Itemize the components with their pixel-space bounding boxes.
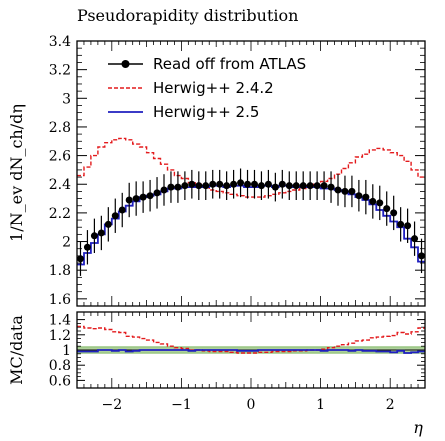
data-point xyxy=(83,243,91,251)
ratio-line-herwig-242 xyxy=(77,325,425,354)
ratio-y-tick-label: 1.2 xyxy=(49,328,71,344)
main-y-ticks: 1.6 1.8 2 2.2 2.4 2.6 2.8 3 3.2 3.4 xyxy=(49,34,425,308)
data-point xyxy=(411,235,419,243)
main-plot-frame xyxy=(76,40,426,307)
data-point xyxy=(209,180,217,188)
main-y-tick-label: 2.2 xyxy=(49,206,71,222)
x-tick-label: −1 xyxy=(171,397,192,413)
data-point xyxy=(223,182,231,190)
data-point xyxy=(278,180,286,188)
main-y-tick-label: 3.4 xyxy=(49,34,71,50)
data-point xyxy=(334,186,342,194)
data-point xyxy=(90,232,98,240)
data-point xyxy=(188,180,196,188)
data-point xyxy=(320,182,328,190)
data-point xyxy=(306,182,314,190)
y-axis-title: 1/N_ev dN_ch/dη xyxy=(7,104,26,242)
data-point xyxy=(174,183,182,191)
main-panel: 1.6 1.8 2 2.2 2.4 2.6 2.8 3 3.2 3.4 xyxy=(49,34,426,308)
data-point xyxy=(216,180,224,188)
legend-item-data: Read off from ATLAS xyxy=(108,55,306,73)
chart-title: Pseudorapidity distribution xyxy=(77,6,298,25)
data-point xyxy=(111,212,119,220)
main-series xyxy=(76,137,426,276)
x-tick-label: 1 xyxy=(316,397,325,413)
legend-item-herwig-242: Herwig++ 2.4.2 xyxy=(108,79,274,97)
data-point xyxy=(237,179,245,187)
data-point xyxy=(97,229,105,237)
data-point xyxy=(146,192,154,200)
data-point xyxy=(230,180,238,188)
data-point xyxy=(264,180,272,188)
ratio-y-tick-label: 0.8 xyxy=(49,358,71,374)
data-point xyxy=(397,220,405,228)
data-point xyxy=(369,197,377,205)
data-point xyxy=(383,205,391,213)
data-point xyxy=(257,182,265,190)
x-tick-label: −2 xyxy=(101,397,122,413)
data-point xyxy=(404,222,412,230)
main-y-tick-label: 2.6 xyxy=(49,149,71,165)
legend-item-herwig-25: Herwig++ 2.5 xyxy=(108,103,259,121)
ratio-line-herwig-25 xyxy=(77,349,425,354)
ratio-series xyxy=(77,325,425,354)
data-point xyxy=(341,187,349,195)
data-point xyxy=(181,182,189,190)
legend-label-herwig-242: Herwig++ 2.4.2 xyxy=(153,79,274,97)
data-point xyxy=(153,189,161,197)
data-point xyxy=(362,193,370,201)
data-point xyxy=(285,182,293,190)
data-point xyxy=(202,182,210,190)
main-y-tick-label: 2.8 xyxy=(49,120,71,136)
data-point xyxy=(390,209,398,217)
x-tick-label: 0 xyxy=(247,397,256,413)
data-point xyxy=(327,183,335,191)
main-y-tick-label: 2 xyxy=(62,235,71,251)
data-point xyxy=(104,220,112,228)
main-y-tick-label: 2.4 xyxy=(49,177,71,193)
main-y-tick-label: 1.8 xyxy=(49,263,71,279)
ratio-x-ticks: −2 −1 0 1 2 xyxy=(76,312,426,413)
ratio-y-tick-label: 0.6 xyxy=(49,373,71,389)
data-point xyxy=(348,187,356,195)
data-point xyxy=(250,180,258,188)
data-point xyxy=(376,199,384,207)
data-point xyxy=(195,182,203,190)
ratio-panel: 0.60.811.21.4 −2 −1 0 1 2 xyxy=(49,311,426,413)
ratio-y-axis-title: MC/data xyxy=(7,315,26,385)
main-y-tick-label: 1.6 xyxy=(49,292,71,308)
main-y-tick-label: 3 xyxy=(62,91,71,107)
legend: Read off from ATLAS Herwig++ 2.4.2 Herwi… xyxy=(108,55,306,121)
ratio-plot-frame xyxy=(76,311,426,389)
main-y-tick-label: 3.2 xyxy=(49,63,71,79)
data-point xyxy=(313,182,321,190)
ratio-y-tick-label: 1 xyxy=(62,343,71,359)
data-point xyxy=(355,192,363,200)
x-axis-title: η xyxy=(413,418,423,437)
data-point xyxy=(299,182,307,190)
data-point xyxy=(271,183,279,191)
data-point xyxy=(139,193,147,201)
data-point xyxy=(132,195,140,203)
data-point xyxy=(292,182,300,190)
data-point xyxy=(167,183,175,191)
data-point xyxy=(118,206,126,214)
legend-label-herwig-25: Herwig++ 2.5 xyxy=(153,103,259,121)
data-point xyxy=(125,196,133,204)
x-tick-label: 2 xyxy=(386,397,395,413)
data-point xyxy=(244,180,252,188)
legend-label-data: Read off from ATLAS xyxy=(153,55,306,73)
data-point xyxy=(418,252,426,260)
data-point xyxy=(76,255,84,263)
data-point xyxy=(160,186,168,194)
ratio-y-tick-label: 1.4 xyxy=(49,313,71,329)
